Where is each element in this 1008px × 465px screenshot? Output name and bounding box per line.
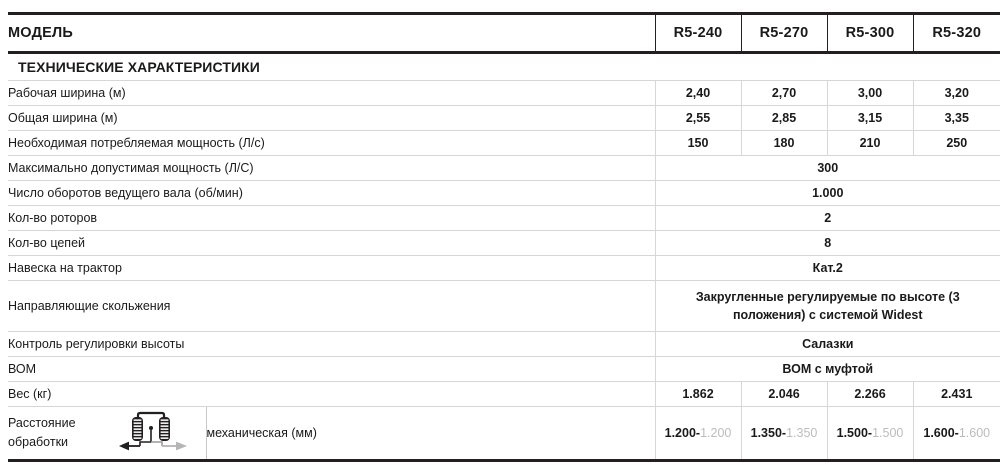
model-column-header-1: R5-240	[654, 13, 741, 53]
distance-value-cell: 1.350-1.350	[740, 406, 827, 461]
row-value-merged: ВОМ с муфтой	[654, 356, 1000, 382]
row-value: 1.862	[654, 381, 741, 407]
row-label: Общая ширина (м)	[8, 105, 655, 131]
row-value: 150	[654, 130, 741, 156]
model-column-header-4: R5-320	[912, 13, 1000, 53]
table-bottom-rule	[8, 459, 1000, 463]
table-row: Кол-во цепей 8	[8, 230, 1000, 256]
row-label: Рабочая ширина (м)	[8, 80, 655, 106]
row-label: Направляющие скольжения	[8, 280, 655, 332]
distance-value-primary: 1.600	[923, 426, 955, 440]
table-row: Максимально допустимая мощность (Л/С) 30…	[8, 155, 1000, 181]
row-value: 210	[826, 130, 913, 156]
row-value: 2,70	[740, 80, 827, 106]
table-body: МОДЕЛЬ R5-240 R5-270 R5-300 R5-320 ТЕХНИ…	[8, 13, 1000, 463]
distance-value-secondary: 1.200	[700, 426, 732, 440]
row-value: 2,85	[740, 105, 827, 131]
row-value-merged: 1.000	[654, 180, 1000, 206]
table-row: Рабочая ширина (м) 2,40 2,70 3,00 3,20	[8, 80, 1000, 106]
row-value-merged: 8	[654, 230, 1000, 256]
row-value: 180	[740, 130, 827, 156]
row-label: Кол-во цепей	[8, 230, 655, 256]
row-label: Число оборотов ведущего вала (об/мин)	[8, 180, 655, 206]
row-value: 2,40	[654, 80, 741, 106]
table-row: Навеска на трактор Кат.2	[8, 255, 1000, 281]
table-row: Вес (кг) 1.862 2.046 2.266 2.431	[8, 381, 1000, 407]
table-row: Число оборотов ведущего вала (об/мин) 1.…	[8, 180, 1000, 206]
distance-value-primary: 1.200	[664, 426, 696, 440]
row-value-merged: 300	[654, 155, 1000, 181]
row-value-merged: Салазки	[654, 331, 1000, 357]
distance-value-separator: -	[781, 426, 787, 440]
distance-label-line1: Расстояние	[8, 415, 76, 430]
row-value: 3,35	[912, 105, 1000, 131]
row-value: 2,55	[654, 105, 741, 131]
spec-sheet: МОДЕЛЬ R5-240 R5-270 R5-300 R5-320 ТЕХНИ…	[0, 12, 1008, 465]
row-label: Контроль регулировки высоты	[8, 331, 655, 357]
specifications-table: МОДЕЛЬ R5-240 R5-270 R5-300 R5-320 ТЕХНИ…	[8, 12, 1000, 463]
table-row: Направляющие скольжения Закругленные рег…	[8, 280, 1000, 332]
table-row: ВОМ ВОМ с муфтой	[8, 356, 1000, 382]
distance-value-primary: 1.350	[750, 426, 782, 440]
row-label: Навеска на трактор	[8, 255, 655, 281]
model-column-header-3: R5-300	[826, 13, 913, 53]
distance-value-secondary: 1.500	[872, 426, 904, 440]
row-value: 250	[912, 130, 1000, 156]
row-label: Кол-во роторов	[8, 205, 655, 231]
table-row: Необходимая потребляемая мощность (Л/с) …	[8, 130, 1000, 156]
row-value-merged: Кат.2	[654, 255, 1000, 281]
row-label: Необходимая потребляемая мощность (Л/с)	[8, 130, 655, 156]
row-value: 3,15	[826, 105, 913, 131]
distance-value-separator: -	[867, 426, 873, 440]
row-label: Максимально допустимая мощность (Л/С)	[8, 155, 655, 181]
distance-value-secondary: 1.350	[786, 426, 818, 440]
distance-value-separator: -	[954, 426, 959, 440]
row-value: 2.046	[740, 381, 827, 407]
distance-value-cell: 1.200-1.200	[654, 406, 741, 461]
distance-value-cell: 1.500-1.500	[826, 406, 913, 461]
table-header-row: МОДЕЛЬ R5-240 R5-270 R5-300 R5-320	[8, 13, 1000, 53]
row-value: 3,00	[826, 80, 913, 106]
distance-label-cell: Расстояние обработки	[8, 407, 206, 461]
distance-value-secondary: 1.600	[958, 426, 991, 440]
table-row: Кол-во роторов 2	[8, 205, 1000, 231]
working-distance-row: Расстояние обработки	[8, 406, 1000, 461]
distance-label-line2: обработки	[8, 435, 69, 449]
distance-sub-label: механическая (мм)	[205, 406, 655, 461]
row-label: ВОМ	[8, 356, 655, 382]
table-row: Контроль регулировки высоты Салазки	[8, 331, 1000, 357]
model-column-header-2: R5-270	[740, 13, 827, 53]
row-value: 2.266	[826, 381, 913, 407]
distance-value-separator: -	[695, 426, 701, 440]
distance-value-primary: 1.500	[836, 426, 868, 440]
section-header-row: ТЕХНИЧЕСКИЕ ХАРАКТЕРИСТИКИ	[8, 52, 1000, 81]
row-label: Вес (кг)	[8, 381, 655, 407]
row-value-merged: 2	[654, 205, 1000, 231]
row-value: 2.431	[912, 381, 1000, 407]
row-value: 3,20	[912, 80, 1000, 106]
row-value-merged: Закругленные регулируемые по высоте (3 п…	[654, 280, 1000, 332]
table-row: Общая ширина (м) 2,55 2,85 3,15 3,35	[8, 105, 1000, 131]
header-label: МОДЕЛЬ	[8, 25, 73, 41]
distance-value-cell: 1.600-1.600	[912, 406, 1000, 461]
tractor-distance-icon	[116, 411, 190, 455]
section-title: ТЕХНИЧЕСКИЕ ХАРАКТЕРИСТИКИ	[8, 52, 1000, 81]
